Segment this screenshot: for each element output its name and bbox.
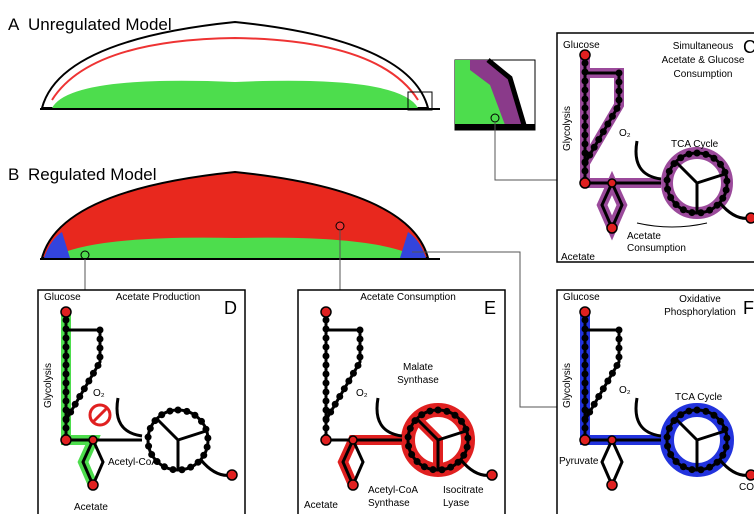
panel-letter: F (743, 298, 754, 318)
label: Pyruvate (559, 456, 599, 467)
panel-letter: E (484, 298, 496, 318)
panel-title: Acetate Consumption (360, 292, 456, 303)
panel-title: Acetate Production (116, 292, 201, 303)
label: Isocitrate (443, 485, 484, 496)
label: Glucose (44, 292, 81, 303)
panel-title: Unregulated Model (28, 15, 172, 34)
label: Acetyl-CoA (368, 485, 418, 496)
panel-letter: A (8, 15, 20, 34)
label: Synthase (397, 375, 439, 386)
label: Acetyl-CoA (108, 457, 158, 468)
label: Glycolysis (562, 106, 573, 151)
label: O₂ (93, 388, 105, 399)
label: Lyase (443, 498, 470, 509)
panel-letter: B (8, 165, 19, 184)
panel-title: Consumption (674, 69, 733, 80)
panel-letter: C (743, 37, 754, 57)
label: Glucose (563, 40, 600, 51)
figure: A Unregulated Model B Regulated Model Gl… (0, 0, 754, 514)
label: Acetate (627, 231, 661, 242)
panel-e: Acetate Consumption E O₂ Malate Synthase… (298, 290, 505, 514)
label: Synthase (368, 498, 410, 509)
panel-f: Glucose Oxidative Phosphorylation F Glyc… (557, 290, 754, 514)
panel-d: Glucose Acetate Production D Glycolysis … (38, 290, 245, 514)
panel-title: Acetate & Glucose (662, 55, 745, 66)
label: O₂ (619, 385, 631, 396)
marker (336, 222, 344, 230)
label: Glycolysis (43, 363, 54, 408)
label: TCA Cycle (671, 139, 719, 150)
label: Acetate (74, 502, 108, 513)
label: Malate (403, 362, 433, 373)
label: CO₂ (739, 482, 754, 493)
label: Acetate (561, 252, 595, 263)
panel-letter: D (224, 298, 237, 318)
panel-title: Simultaneous (673, 41, 734, 52)
label: Glucose (563, 292, 600, 303)
panel-title: Phosphorylation (664, 307, 736, 318)
label: O₂ (619, 128, 631, 139)
label: TCA Cycle (675, 392, 723, 403)
label: O₂ (356, 388, 368, 399)
panel-c: Glucose Simultaneous Acetate & Glucose C… (557, 33, 754, 263)
panel-title: Oxidative (679, 294, 721, 305)
panel-title: Regulated Model (28, 165, 157, 184)
connector (495, 122, 557, 180)
label: Glycolysis (562, 363, 573, 408)
label: Acetate (304, 500, 338, 511)
label: Consumption (627, 243, 686, 254)
